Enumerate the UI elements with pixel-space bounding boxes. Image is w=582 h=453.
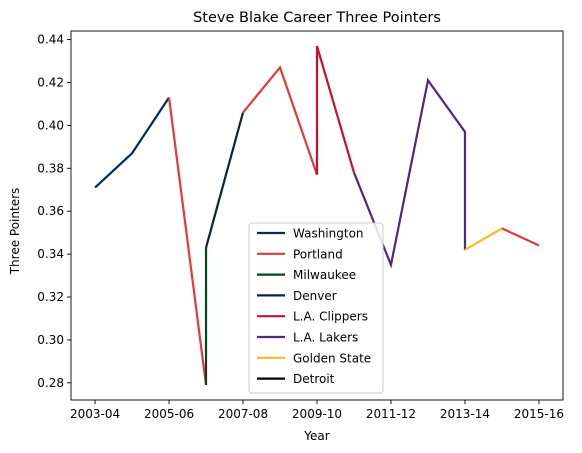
y-axis-title: Three Pointers bbox=[8, 188, 22, 276]
y-tick-label: 0.42 bbox=[37, 75, 64, 89]
x-tick-label: 2007-08 bbox=[218, 407, 268, 421]
legend-label-detroit: Detroit bbox=[293, 372, 335, 386]
series-line-golden-state-7 bbox=[464, 227, 503, 251]
x-axis-title: Year bbox=[303, 429, 329, 443]
legend-items: Washington Portland Milwaukee Denver L.A. Cl… bbox=[257, 227, 371, 386]
series-line-portland-4 bbox=[242, 65, 319, 176]
legend-label-denver: Denver bbox=[293, 289, 337, 303]
legend-label-l-a-clippers: L.A. Clippers bbox=[293, 310, 368, 324]
chart-title: Steve Blake Career Three Pointers bbox=[193, 10, 441, 26]
x-tick-label: 2003-04 bbox=[70, 407, 120, 421]
legend-box bbox=[248, 222, 384, 394]
series-line-washington-0 bbox=[94, 96, 170, 189]
series-line-portland-1 bbox=[167, 97, 208, 386]
legend-label-milwaukee: Milwaukee bbox=[293, 268, 356, 282]
y-tick-label: 0.32 bbox=[37, 290, 64, 304]
series-line-denver-3 bbox=[204, 112, 245, 248]
x-axis: 2003-04 2005-06 2007-08 2009-10 2011-12 2013-… bbox=[70, 400, 564, 421]
series-layer bbox=[94, 45, 540, 386]
x-tick-label: 2013-14 bbox=[440, 407, 490, 421]
legend-label-golden-state: Golden State bbox=[293, 351, 371, 365]
y-tick-label: 0.44 bbox=[37, 33, 64, 47]
y-axis: 0.28 0.30 0.32 0.34 0.36 0.38 0.40 0.42 0.44 bbox=[37, 33, 71, 390]
x-tick-label: 2011-12 bbox=[366, 407, 416, 421]
y-tick-label: 0.40 bbox=[37, 118, 64, 132]
x-tick-label: 2009-10 bbox=[292, 407, 342, 421]
y-tick-label: 0.38 bbox=[37, 161, 64, 175]
y-tick-label: 0.34 bbox=[37, 247, 64, 261]
x-tick-label: 2005-06 bbox=[144, 407, 194, 421]
legend-label-portland: Portland bbox=[293, 247, 343, 261]
y-tick-label: 0.28 bbox=[37, 376, 64, 390]
series-line-portland-8 bbox=[501, 227, 540, 247]
y-tick-label: 0.30 bbox=[37, 333, 64, 347]
y-tick-label: 0.36 bbox=[37, 204, 64, 218]
x-tick-label: 2015-16 bbox=[514, 407, 564, 421]
legend-label-l-a-lakers: L.A. Lakers bbox=[293, 331, 358, 345]
legend-label-washington: Washington bbox=[293, 227, 364, 241]
legend: Washington Portland Milwaukee Denver L.A. Cl… bbox=[248, 222, 384, 394]
series-line-l-a-clippers-5 bbox=[315, 45, 356, 175]
